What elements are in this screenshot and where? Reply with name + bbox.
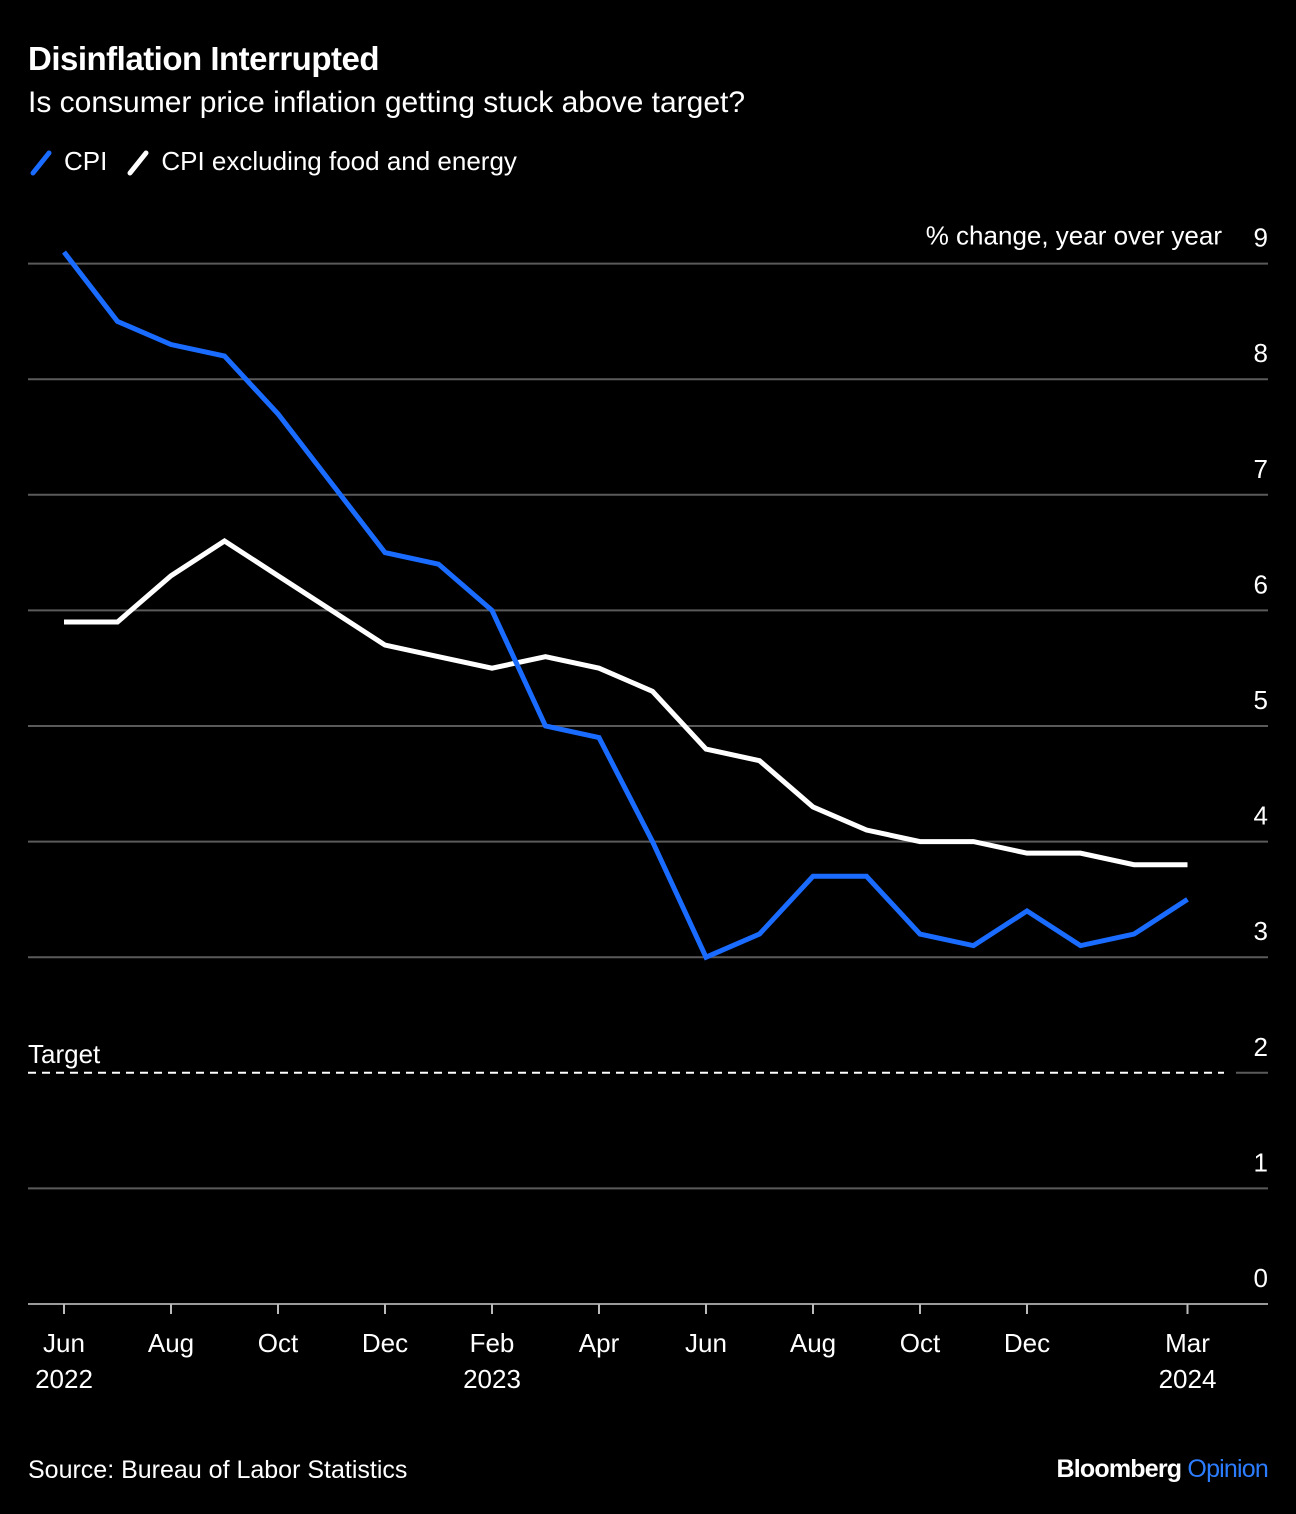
x-tick-label: Aug (790, 1328, 836, 1358)
x-tick-label: Oct (258, 1328, 299, 1358)
x-tick-label: Dec (362, 1328, 408, 1358)
y-tick-label: 5 (1254, 685, 1268, 715)
legend-swatch-cpi (30, 150, 52, 175)
brand-primary: Bloomberg (1056, 1455, 1183, 1483)
x-tick-label: Aug (148, 1328, 194, 1358)
y-tick-label: 0 (1254, 1263, 1268, 1293)
legend-item-cpi: CPI (28, 146, 107, 177)
y-tick-label: 4 (1254, 801, 1268, 831)
legend-label-cpi: CPI (64, 146, 108, 176)
y-tick-label: 8 (1254, 338, 1268, 368)
x-tick-year-label: 2022 (35, 1364, 93, 1394)
y-tick-label: 6 (1254, 569, 1268, 599)
legend-item-core: CPI excluding food and energy (125, 146, 517, 177)
x-tick-label: Apr (579, 1328, 620, 1358)
x-tick-label: Feb (470, 1328, 515, 1358)
target-label: Target (28, 1039, 101, 1069)
x-tick-label: Dec (1004, 1328, 1050, 1358)
series-line-cpi (62, 250, 1189, 961)
x-tick-label: Jun (43, 1328, 85, 1358)
legend: CPI CPI excluding food and energy (28, 146, 535, 177)
y-tick-label: 2 (1254, 1032, 1268, 1062)
x-tick-year-label: 2024 (1159, 1364, 1217, 1394)
source-note: Source: Bureau of Labor Statistics (28, 1456, 408, 1484)
y-tick-label: 1 (1254, 1147, 1268, 1177)
y-tick-label: 3 (1254, 916, 1268, 946)
legend-swatch-core (127, 150, 149, 175)
x-tick-year-label: 2023 (463, 1364, 521, 1394)
brand-secondary: Opinion (1187, 1455, 1268, 1483)
chart-subtitle: Is consumer price inflation getting stuc… (28, 86, 746, 119)
legend-label-core: CPI excluding food and energy (161, 146, 517, 176)
series-line-core (64, 538, 1188, 868)
brand-logo: Bloomberg Opinion (1056, 1455, 1269, 1484)
y-tick-label: 7 (1254, 454, 1268, 484)
y-tick-label: 9 (1254, 223, 1268, 253)
y-axis-label: % change, year over year (926, 221, 1223, 251)
x-tick-label: Oct (900, 1328, 941, 1358)
x-tick-label: Jun (685, 1328, 727, 1358)
x-tick-label: Mar (1165, 1328, 1210, 1358)
chart-title: Disinflation Interrupted (28, 40, 380, 77)
